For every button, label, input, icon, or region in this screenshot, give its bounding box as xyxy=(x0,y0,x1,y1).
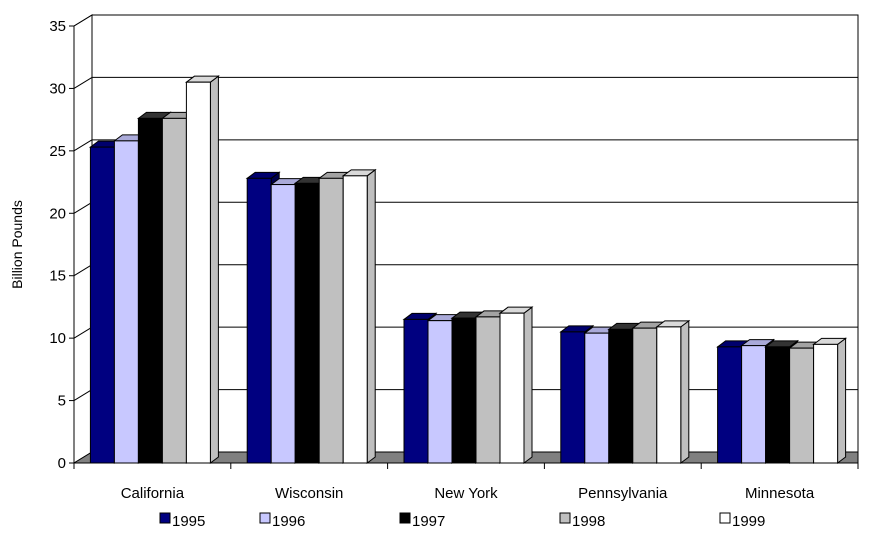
gridline-side xyxy=(73,139,93,152)
bar-side xyxy=(837,337,847,464)
gridline-side xyxy=(73,14,93,27)
bars xyxy=(88,75,848,464)
legend-swatch xyxy=(719,512,731,524)
category-label: New York xyxy=(434,485,498,502)
bar-front xyxy=(137,117,163,464)
bar-front xyxy=(632,327,658,464)
bar-side xyxy=(680,319,690,464)
bar-front xyxy=(499,312,525,464)
bar xyxy=(812,337,848,464)
bar-side xyxy=(523,306,533,464)
bar xyxy=(341,168,377,464)
bar-front xyxy=(89,146,115,464)
bar-front xyxy=(342,175,368,464)
legend: 1995 1996 1997 1998 1999 xyxy=(159,512,765,530)
y-tick-label: 30 xyxy=(49,80,66,97)
bar-front xyxy=(294,182,320,464)
bar-side xyxy=(366,168,376,464)
legend-swatch xyxy=(259,512,271,524)
bar-front xyxy=(318,177,344,464)
y-tick-label: 5 xyxy=(58,393,66,410)
side-wall xyxy=(73,14,93,464)
bar-front xyxy=(270,184,296,464)
gridline-side xyxy=(73,201,93,214)
bar-front xyxy=(475,316,501,464)
bar-front xyxy=(185,81,211,464)
legend-swatch xyxy=(399,512,411,524)
bar-front xyxy=(113,140,139,464)
y-tick-label: 35 xyxy=(49,18,66,35)
y-tick-label: 10 xyxy=(49,330,66,347)
y-tick-label: 20 xyxy=(49,205,66,222)
gridline-side xyxy=(73,389,93,401)
y-tick-label: 0 xyxy=(58,455,66,472)
bar-front xyxy=(161,117,187,464)
bar-front xyxy=(584,332,610,464)
bar-front xyxy=(608,328,634,464)
legend-swatch xyxy=(559,512,571,524)
bar-front xyxy=(717,346,743,464)
y-axis-title: Billion Pounds xyxy=(9,200,25,289)
legend-label: 1997 xyxy=(412,513,445,530)
bar xyxy=(655,319,691,464)
bar-front xyxy=(656,326,682,464)
bar-front xyxy=(427,320,453,464)
bar-front xyxy=(741,345,767,464)
bar-front xyxy=(403,318,429,464)
legend-label: 1998 xyxy=(572,513,605,530)
y-tick-label: 25 xyxy=(49,143,66,160)
axis-labels: 0 5 10 15 20 25 30 35 Billion Pounds California Wi… xyxy=(9,18,815,502)
y-tick-label: 15 xyxy=(49,268,66,285)
bar-front xyxy=(451,317,477,464)
bar-front xyxy=(813,343,839,464)
bar xyxy=(184,75,220,464)
bar-front xyxy=(765,346,791,464)
legend-label: 1995 xyxy=(172,513,205,530)
category-label: California xyxy=(121,485,185,502)
legend-label: 1996 xyxy=(272,513,305,530)
bar-front xyxy=(560,331,586,464)
gridlines xyxy=(73,14,858,401)
bar xyxy=(498,306,534,464)
category-label: Wisconsin xyxy=(275,485,343,502)
bar-front xyxy=(246,177,272,464)
category-label: Minnesota xyxy=(745,485,815,502)
gridline-side xyxy=(73,77,93,89)
bar-side xyxy=(209,75,219,464)
legend-swatch xyxy=(159,512,171,524)
legend-label: 1999 xyxy=(732,513,765,530)
gridline-side xyxy=(73,326,93,339)
category-label: Pennsylvania xyxy=(578,485,668,502)
bar-front xyxy=(789,347,815,464)
gridline-side xyxy=(73,264,93,277)
